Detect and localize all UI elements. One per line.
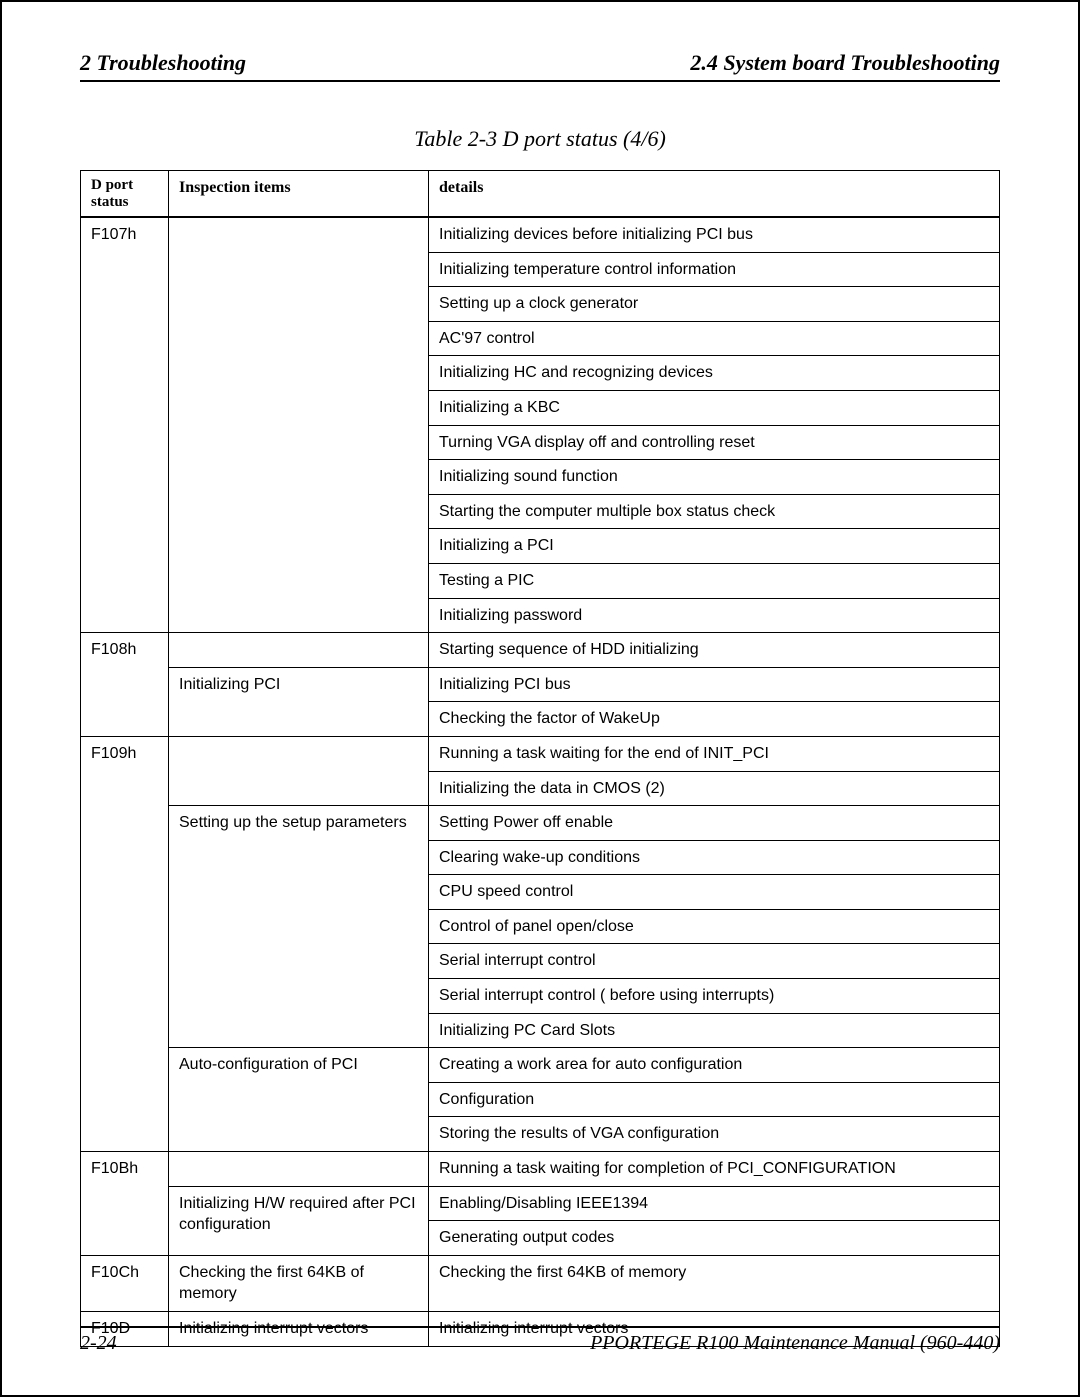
table-row: F10ChChecking the first 64KB of memoryCh… xyxy=(81,1255,1000,1311)
table-row: F109hRunning a task waiting for the end … xyxy=(81,736,1000,771)
table-header-row: D portstatus Inspection items details xyxy=(81,171,1000,218)
footer-right: PPORTEGE R100 Maintenance Manual (960-44… xyxy=(590,1332,1000,1355)
details-cell: Configuration xyxy=(429,1082,1000,1117)
footer-rule xyxy=(80,1326,1000,1328)
inspection-cell: Checking the first 64KB of memory xyxy=(169,1255,429,1311)
details-cell: Checking the factor of WakeUp xyxy=(429,702,1000,737)
inspection-cell: Auto-configuration of PCI xyxy=(169,1048,429,1152)
inspection-cell xyxy=(169,217,429,633)
footer-left: 2-24 xyxy=(80,1332,117,1355)
details-cell: Initializing password xyxy=(429,598,1000,633)
details-cell: Enabling/Disabling IEEE1394 xyxy=(429,1186,1000,1221)
details-cell: Setting up a clock generator xyxy=(429,287,1000,322)
details-cell: Testing a PIC xyxy=(429,563,1000,598)
details-cell: CPU speed control xyxy=(429,875,1000,910)
details-cell: Initializing PC Card Slots xyxy=(429,1013,1000,1048)
table-row: Initializing H/W required after PCI conf… xyxy=(81,1186,1000,1221)
details-cell: Initializing HC and recognizing devices xyxy=(429,356,1000,391)
details-cell: Serial interrupt control xyxy=(429,944,1000,979)
port-cell: F10Bh xyxy=(81,1152,169,1256)
table-row: F107hInitializing devices before initial… xyxy=(81,217,1000,252)
inspection-cell: Initializing PCI xyxy=(169,667,429,736)
details-cell: Generating output codes xyxy=(429,1221,1000,1256)
table-row: Initializing PCIInitializing PCI bus xyxy=(81,667,1000,702)
details-cell: Starting sequence of HDD initializing xyxy=(429,633,1000,668)
details-cell: Initializing a PCI xyxy=(429,529,1000,564)
port-cell: F10Ch xyxy=(81,1255,169,1311)
table-row: Auto-configuration of PCICreating a work… xyxy=(81,1048,1000,1083)
details-cell: Serial interrupt control ( before using … xyxy=(429,979,1000,1014)
port-cell: F107h xyxy=(81,217,169,633)
details-cell: Running a task waiting for completion of… xyxy=(429,1152,1000,1187)
dport-table: D portstatus Inspection items details F1… xyxy=(80,170,1000,1347)
page-footer: 2-24 PPORTEGE R100 Maintenance Manual (9… xyxy=(80,1326,1000,1355)
table-body: F107h Initializing devices before initial… xyxy=(81,217,1000,1346)
header-right-rest: board Troubleshooting xyxy=(787,50,1000,75)
table-caption: Table 2-3 D port status (4/6) xyxy=(80,126,1000,152)
col-header-port: D portstatus xyxy=(81,171,169,218)
details-cell: Starting the computer multiple box statu… xyxy=(429,494,1000,529)
details-cell: Initializing the data in CMOS (2) xyxy=(429,771,1000,806)
table-row: F10BhRunning a task waiting for completi… xyxy=(81,1152,1000,1187)
details-cell: Storing the results of VGA configuration xyxy=(429,1117,1000,1152)
details-cell: AC'97 control xyxy=(429,321,1000,356)
details-cell: Clearing wake-up conditions xyxy=(429,840,1000,875)
port-cell: F108h xyxy=(81,633,169,737)
page-header: 2 Troubleshooting 2.4 System board Troub… xyxy=(80,50,1000,76)
inspection-cell xyxy=(169,736,429,805)
header-rule xyxy=(80,80,1000,82)
details-cell: Creating a work area for auto configurat… xyxy=(429,1048,1000,1083)
table-row: F108hStarting sequence of HDD initializi… xyxy=(81,633,1000,668)
details-cell: Initializing temperature control informa… xyxy=(429,252,1000,287)
details-cell: Turning VGA display off and controlling … xyxy=(429,425,1000,460)
details-cell: Initializing PCI bus xyxy=(429,667,1000,702)
details-cell: Checking the first 64KB of memory xyxy=(429,1255,1000,1311)
inspection-cell: Setting up the setup parameters xyxy=(169,806,429,1048)
col-header-details: details xyxy=(429,171,1000,218)
header-right: 2.4 System board Troubleshooting xyxy=(690,50,1000,76)
details-cell: Initializing devices before initializing… xyxy=(429,217,1000,252)
inspection-cell xyxy=(169,1152,429,1187)
table-row: Setting up the setup parametersSetting P… xyxy=(81,806,1000,841)
port-cell: F109h xyxy=(81,736,169,1151)
page: 2 Troubleshooting 2.4 System board Troub… xyxy=(0,0,1080,1397)
inspection-cell: Initializing H/W required after PCI conf… xyxy=(169,1186,429,1255)
details-cell: Control of panel open/close xyxy=(429,909,1000,944)
inspection-cell xyxy=(169,633,429,668)
header-left: 2 Troubleshooting xyxy=(80,50,246,76)
header-right-bold: 2.4 System xyxy=(690,50,787,75)
details-cell: Running a task waiting for the end of IN… xyxy=(429,736,1000,771)
details-cell: Initializing a KBC xyxy=(429,390,1000,425)
details-cell: Initializing sound function xyxy=(429,460,1000,495)
details-cell: Setting Power off enable xyxy=(429,806,1000,841)
col-header-inspection: Inspection items xyxy=(169,171,429,218)
